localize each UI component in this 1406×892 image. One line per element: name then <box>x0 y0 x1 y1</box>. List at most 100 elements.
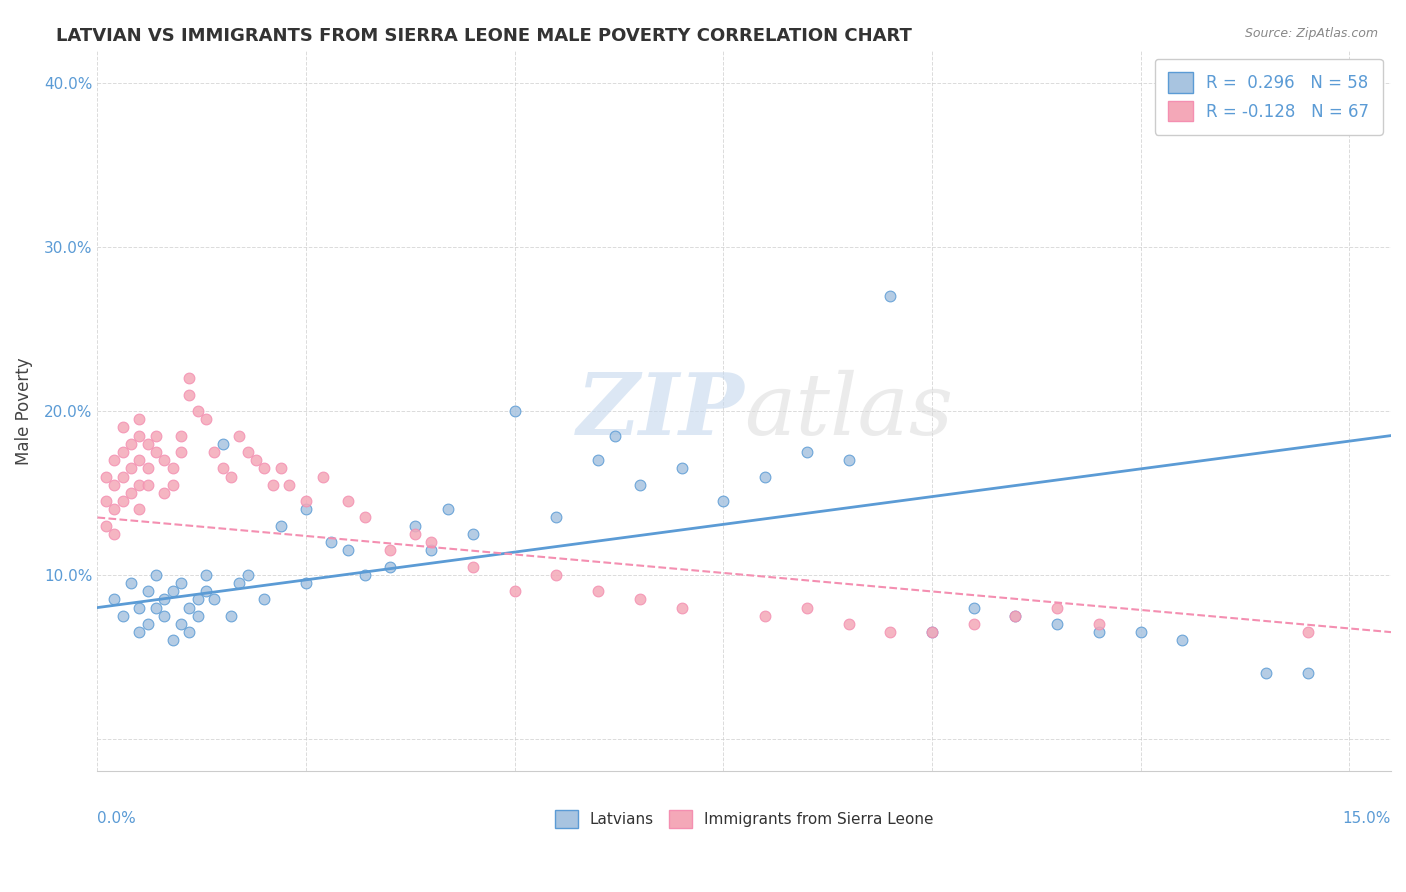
Point <box>336 494 359 508</box>
Point <box>236 445 259 459</box>
Point <box>170 576 193 591</box>
Point <box>179 371 201 385</box>
Point <box>245 453 267 467</box>
Text: 15.0%: 15.0% <box>1343 811 1391 826</box>
Point <box>120 486 142 500</box>
Point <box>202 445 225 459</box>
Point <box>921 625 943 640</box>
Point <box>353 567 375 582</box>
Point <box>963 600 986 615</box>
Point <box>754 608 776 623</box>
Point <box>211 461 233 475</box>
Point <box>94 518 117 533</box>
Point <box>503 404 526 418</box>
Point <box>838 616 860 631</box>
Point <box>420 543 443 558</box>
Point <box>796 600 818 615</box>
Point <box>671 461 693 475</box>
Point <box>103 453 125 467</box>
Point <box>336 543 359 558</box>
Point <box>219 608 242 623</box>
Point <box>270 518 292 533</box>
Point <box>145 567 167 582</box>
Point <box>128 477 150 491</box>
Point <box>461 526 484 541</box>
Point <box>128 625 150 640</box>
Point <box>111 445 134 459</box>
Point <box>228 428 250 442</box>
Point <box>170 428 193 442</box>
Point <box>162 584 184 599</box>
Point <box>1296 625 1319 640</box>
Point <box>162 477 184 491</box>
Point <box>879 289 901 303</box>
Point <box>253 592 276 607</box>
Point <box>404 518 426 533</box>
Point <box>1254 666 1277 681</box>
Point <box>295 576 318 591</box>
Point <box>153 453 176 467</box>
Point <box>103 526 125 541</box>
Point <box>1129 625 1152 640</box>
Point <box>111 494 134 508</box>
Point <box>153 608 176 623</box>
Point <box>1296 666 1319 681</box>
Point <box>879 625 901 640</box>
Point <box>1004 608 1026 623</box>
Point <box>194 412 217 426</box>
Legend: Latvians, Immigrants from Sierra Leone: Latvians, Immigrants from Sierra Leone <box>547 802 942 836</box>
Text: 0.0%: 0.0% <box>97 811 136 826</box>
Point <box>94 469 117 483</box>
Text: LATVIAN VS IMMIGRANTS FROM SIERRA LEONE MALE POVERTY CORRELATION CHART: LATVIAN VS IMMIGRANTS FROM SIERRA LEONE … <box>56 27 912 45</box>
Point <box>179 600 201 615</box>
Point <box>128 453 150 467</box>
Point <box>219 469 242 483</box>
Point <box>145 428 167 442</box>
Point <box>353 510 375 524</box>
Text: atlas: atlas <box>744 369 953 452</box>
Point <box>128 502 150 516</box>
Y-axis label: Male Poverty: Male Poverty <box>15 357 32 465</box>
Point <box>136 477 159 491</box>
Point <box>1088 625 1111 640</box>
Point <box>963 616 986 631</box>
Point <box>187 404 209 418</box>
Point <box>295 502 318 516</box>
Point <box>1171 633 1194 648</box>
Point <box>586 584 609 599</box>
Point <box>711 494 734 508</box>
Point <box>628 592 651 607</box>
Point <box>179 625 201 640</box>
Point <box>120 576 142 591</box>
Point <box>211 437 233 451</box>
Point <box>187 592 209 607</box>
Point <box>796 445 818 459</box>
Point <box>671 600 693 615</box>
Point <box>153 486 176 500</box>
Point <box>136 584 159 599</box>
Point <box>838 453 860 467</box>
Text: ZIP: ZIP <box>576 369 744 453</box>
Point <box>136 437 159 451</box>
Point <box>295 494 318 508</box>
Point <box>236 567 259 582</box>
Point <box>136 616 159 631</box>
Point <box>503 584 526 599</box>
Point <box>145 445 167 459</box>
Point <box>1088 616 1111 631</box>
Point <box>404 526 426 541</box>
Point <box>170 616 193 631</box>
Point <box>420 535 443 549</box>
Point <box>378 559 401 574</box>
Point <box>546 567 568 582</box>
Point <box>546 510 568 524</box>
Point <box>111 420 134 434</box>
Point <box>179 387 201 401</box>
Point <box>162 633 184 648</box>
Point <box>586 453 609 467</box>
Point <box>202 592 225 607</box>
Point <box>228 576 250 591</box>
Point <box>103 592 125 607</box>
Point <box>128 428 150 442</box>
Point <box>120 437 142 451</box>
